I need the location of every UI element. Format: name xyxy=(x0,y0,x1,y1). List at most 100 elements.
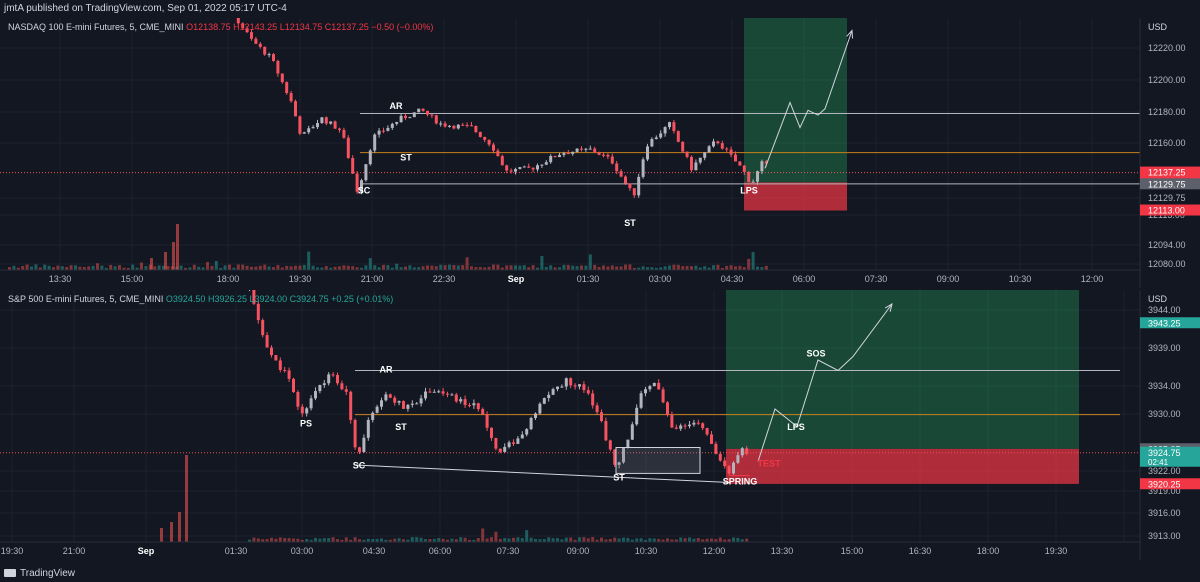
sp500-price-tag xyxy=(1140,317,1200,329)
nasdaq-x-tick: 06:00 xyxy=(793,274,816,284)
nasdaq-candle xyxy=(659,133,663,138)
nasdaq-candle xyxy=(470,125,473,127)
nasdaq-volume-bar xyxy=(21,265,25,270)
nasdaq-x-tick: 21:00 xyxy=(361,274,384,284)
sp500-x-tick: 07:30 xyxy=(497,546,520,556)
sp500-candle xyxy=(256,303,260,321)
nasdaq-volume-bar xyxy=(536,267,539,270)
sp500-candle xyxy=(622,447,625,463)
sp500-candle xyxy=(485,414,489,428)
sp500-candle xyxy=(340,383,344,390)
nasdaq-volume-bar xyxy=(544,266,548,270)
nasdaq-volume-bar xyxy=(254,266,258,270)
sp500-candle xyxy=(283,369,287,371)
sp500-candle xyxy=(525,429,529,435)
sp500-volume-bar xyxy=(498,538,502,542)
nasdaq-volume-bar xyxy=(109,264,113,270)
sp500-volume-spike xyxy=(160,528,163,542)
sp500-volume-bar xyxy=(336,539,339,542)
nasdaq-candle xyxy=(698,157,702,163)
sp500-candle xyxy=(481,409,485,415)
sp500-candle xyxy=(644,389,647,394)
sp500-volume-bar xyxy=(600,537,603,542)
nasdaq-candle xyxy=(241,23,245,29)
sp500-candle xyxy=(270,347,273,356)
nasdaq-candle xyxy=(377,130,381,135)
nasdaq-volume-bar xyxy=(694,265,698,270)
nasdaq-candle xyxy=(522,166,526,168)
sp500-candle xyxy=(336,374,339,384)
nasdaq-volume-bar xyxy=(368,258,372,270)
nasdaq-candle xyxy=(390,123,394,128)
sp500-candle xyxy=(595,405,599,413)
sp500-candle xyxy=(322,383,326,386)
nasdaq-candle xyxy=(434,115,438,124)
sp500-y-tick: 3922.00 xyxy=(1148,466,1181,476)
nasdaq-volume-bar xyxy=(342,265,346,270)
nasdaq-volume-bar xyxy=(580,265,583,270)
nasdaq-candle xyxy=(267,54,271,56)
sp500-volume-spike xyxy=(178,512,181,542)
sp500-annotation-ps: PS xyxy=(300,419,312,429)
nasdaq-candle xyxy=(518,167,522,170)
nasdaq-volume-bar xyxy=(404,266,407,270)
nasdaq-volume-bar xyxy=(118,265,121,270)
sp500-volume-bar xyxy=(309,539,313,542)
nasdaq-candle xyxy=(368,150,372,165)
nasdaq-price-tag-label: 12137.25 xyxy=(1148,168,1186,178)
sp500-volume-bar xyxy=(586,538,590,542)
nasdaq-chart-svg[interactable]: AR ST SC ST LPS USD 12220.00 12200.00 12180.00 12… xyxy=(0,18,1200,288)
nasdaq-candle xyxy=(272,54,275,61)
nasdaq-volume-bar xyxy=(78,266,82,270)
nasdaq-volume-bar xyxy=(197,266,201,270)
nasdaq-candle xyxy=(355,173,359,192)
sp500-candle xyxy=(252,290,256,304)
nasdaq-candle xyxy=(632,188,636,196)
nasdaq-candle xyxy=(514,169,517,172)
nasdaq-volume-bar xyxy=(382,264,385,270)
sp500-volume-bar xyxy=(542,539,546,542)
nasdaq-volume-bar xyxy=(316,267,319,270)
sp500-candle xyxy=(736,455,740,463)
nasdaq-candle xyxy=(342,129,346,138)
nasdaq-volume-bar xyxy=(307,251,311,270)
nasdaq-candle xyxy=(580,148,583,150)
nasdaq-volume-bar xyxy=(351,266,355,270)
sp500-volume-bar xyxy=(283,537,287,542)
nasdaq-candle xyxy=(250,32,253,39)
nasdaq-candle xyxy=(289,93,293,102)
nasdaq-volume-bar xyxy=(373,265,377,270)
sp500-candle xyxy=(512,442,515,444)
nasdaq-volume-bar xyxy=(650,267,654,270)
nasdaq-annotation-sc: SC xyxy=(358,185,371,195)
nasdaq-candle xyxy=(562,153,566,155)
nasdaq-candle xyxy=(452,125,456,129)
sp500-candle xyxy=(639,393,643,408)
nasdaq-volume-bar xyxy=(276,265,280,270)
nasdaq-annotation-ar: AR xyxy=(390,101,403,111)
nasdaq-chart-panel[interactable]: AR ST SC ST LPS USD 12220.00 12200.00 12180.00 12… xyxy=(0,18,1200,288)
nasdaq-candle xyxy=(756,171,759,182)
nasdaq-volume-spike xyxy=(176,224,179,270)
sp500-volume-bar xyxy=(419,537,423,542)
nasdaq-candle xyxy=(738,161,742,166)
nasdaq-open: O12138.75 xyxy=(186,22,231,32)
nasdaq-candle xyxy=(417,108,421,113)
sp500-chart-panel[interactable]: AR PS ST SC ST SPRING TEST LPS SOS USD 3944.00 3939… xyxy=(0,290,1200,566)
sp500-volume-bar xyxy=(512,537,515,542)
nasdaq-candle xyxy=(324,117,328,124)
sp500-candle xyxy=(384,394,388,401)
nasdaq-candle xyxy=(487,139,491,145)
sp500-volume-bar xyxy=(644,539,647,542)
sp500-candle xyxy=(569,378,573,386)
tradingview-logo[interactable]: TradingView xyxy=(4,566,75,582)
nasdaq-volume-bar xyxy=(439,264,443,270)
nasdaq-volume-bar xyxy=(74,265,77,270)
sp500-candle xyxy=(701,423,705,429)
sp500-volume-bar xyxy=(358,539,361,542)
nasdaq-volume-bar xyxy=(734,266,737,270)
sp500-volume-bar xyxy=(432,538,436,542)
sp500-candle xyxy=(331,374,335,376)
sp500-candle xyxy=(261,320,265,336)
